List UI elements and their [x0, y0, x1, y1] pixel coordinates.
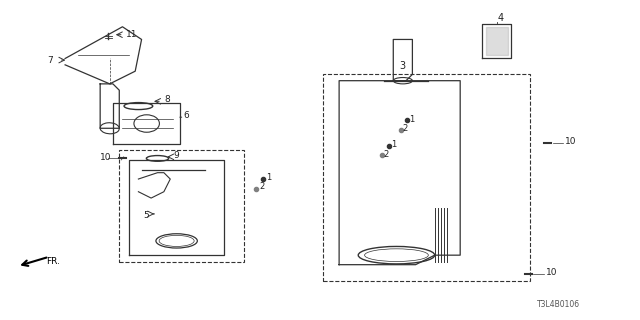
- Text: FR.: FR.: [46, 257, 60, 266]
- Bar: [119, 150, 244, 261]
- Text: 4: 4: [497, 13, 503, 23]
- Text: 5: 5: [143, 211, 148, 220]
- Text: 2: 2: [384, 150, 389, 159]
- Text: 2: 2: [259, 182, 265, 191]
- Text: 10: 10: [100, 153, 111, 162]
- Text: 6: 6: [183, 111, 189, 120]
- Bar: [323, 74, 531, 281]
- Text: 8: 8: [164, 95, 170, 104]
- Text: 11: 11: [125, 30, 137, 39]
- Text: 9: 9: [173, 151, 179, 160]
- Text: T3L4B0106: T3L4B0106: [537, 300, 580, 309]
- Text: 7: 7: [47, 56, 53, 65]
- Text: 1: 1: [266, 173, 271, 182]
- Text: 3: 3: [399, 61, 406, 71]
- Text: 1: 1: [409, 115, 415, 124]
- Text: 2: 2: [402, 124, 408, 133]
- Text: 1: 1: [391, 140, 396, 149]
- Text: 10: 10: [546, 268, 557, 277]
- Text: 10: 10: [565, 137, 577, 146]
